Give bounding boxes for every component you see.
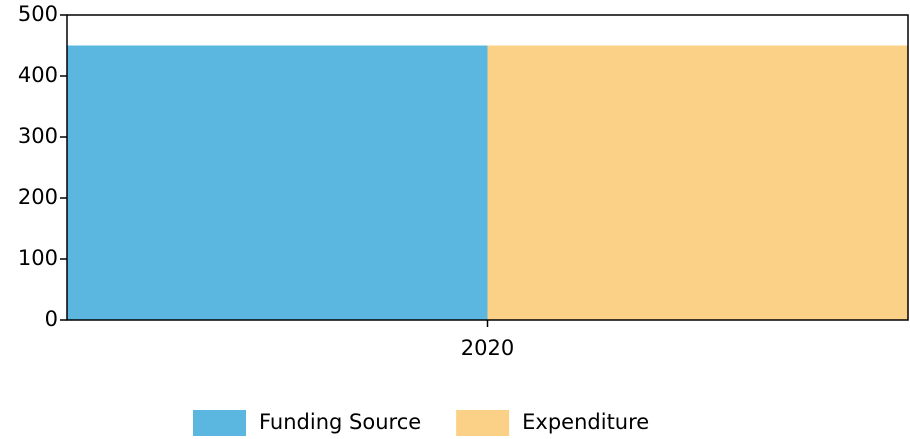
y-tick-label: 0 bbox=[45, 307, 58, 331]
y-tick-label: 100 bbox=[18, 246, 58, 270]
bar bbox=[487, 45, 908, 320]
y-tick-label: 500 bbox=[18, 2, 58, 26]
bar bbox=[67, 45, 488, 320]
y-tick-label: 400 bbox=[18, 63, 58, 87]
legend-swatch bbox=[193, 410, 246, 436]
legend-label: Expenditure bbox=[522, 410, 649, 434]
legend-swatch bbox=[456, 410, 510, 436]
y-tick-label: 300 bbox=[18, 124, 58, 148]
legend-label: Funding Source bbox=[259, 410, 421, 434]
y-tick-label: 200 bbox=[18, 185, 58, 209]
plot-frame bbox=[66, 14, 909, 321]
x-tick-label: 2020 bbox=[461, 336, 514, 360]
